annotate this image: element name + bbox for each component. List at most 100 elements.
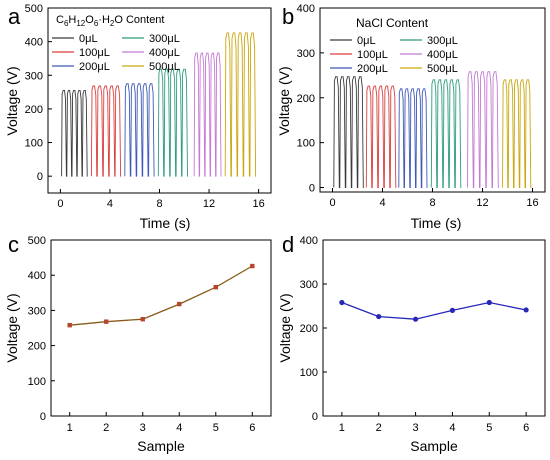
panel-a-x-tick-label: 4: [107, 198, 113, 210]
panel-d-x-tick-label: 6: [523, 422, 529, 434]
panel-b-legend-label: 100μL: [357, 49, 388, 61]
panel-a-series-3-line: [157, 68, 188, 177]
panel-c-data-point: [67, 322, 72, 328]
panel-c-x-tick-label: 3: [140, 422, 146, 434]
panel-d-x-tick-label: 1: [339, 422, 345, 434]
panel-b-legend-label: 0μL: [357, 35, 376, 47]
panel-b-x-tick-label: 16: [526, 197, 538, 209]
panel-d-y-tick-label: 300: [300, 279, 318, 291]
panel-b-y-tick-label: 400: [297, 3, 315, 15]
panel-c-data-point: [140, 317, 145, 322]
panel-b-y-tick-label: 100: [297, 138, 315, 150]
panel-a-y-tick-label: 300: [25, 70, 43, 82]
panel-a-y-ticks: 0 100 200 300 400 500: [25, 3, 52, 183]
panel-a-y-tick-label: 200: [25, 104, 43, 116]
panel-b-legend: NaCl Content 0μL 100μL 200μL 300μL 400μL 500μ…: [330, 16, 458, 75]
panel-d-data-point: [339, 299, 345, 306]
panel-a-x-axis-label: Time (s): [140, 215, 191, 231]
panel-a-legend-title-part: ·H: [98, 14, 110, 26]
panel-a-y-axis-label: Voltage (V): [4, 66, 20, 135]
panel-b-series-5-line: [502, 79, 532, 188]
panel-d-y-tick-label: 200: [300, 323, 318, 335]
panel-b-x-ticks: 0 4 8 12 16: [329, 188, 539, 209]
panel-a-legend-label: 500μL: [149, 61, 180, 73]
panel-c-x-ticks: 1 2 3 4 5 6: [67, 412, 255, 434]
panel-b-legend-title: NaCl Content: [356, 16, 429, 30]
panel-c-data-point: [250, 263, 255, 269]
panel-a-legend-label: 100μL: [79, 47, 110, 59]
panel-d-data-point: [486, 299, 492, 306]
panel-b-letter: b: [282, 4, 294, 29]
panel-b: b 0 100 200 300 400 0 4 8 12 16 NaCl Content 0μL…: [276, 3, 546, 231]
panel-c-x-tick-label: 6: [249, 422, 255, 434]
panel-b-series-1-line: [365, 85, 397, 188]
panel-b-legend-label: 500μL: [427, 63, 458, 75]
panel-a-letter: a: [8, 4, 21, 29]
panel-a-legend-label: 200μL: [79, 61, 110, 73]
panel-c: c 0 100 200 300 400 500 1 2 3 4 5 6 Voltage (V) Sa…: [4, 232, 272, 454]
panel-d-data-line: [341, 301, 527, 320]
panel-d-y-ticks: 0 100 200 300 400: [300, 235, 327, 423]
panel-a-x-tick-label: 0: [57, 198, 63, 210]
panel-b-x-tick-label: 12: [476, 197, 488, 209]
panel-a-series: [61, 32, 257, 177]
panel-c-y-tick-label: 400: [28, 270, 46, 282]
panel-a-legend-title-part: 12: [76, 19, 85, 28]
panel-d-y-axis-label: Voltage (V): [277, 293, 293, 362]
panel-b-x-tick-label: 8: [429, 197, 435, 209]
panel-a-x-tick-label: 8: [156, 198, 162, 210]
panel-a-y-tick-label: 100: [25, 138, 43, 150]
panel-d-series: [339, 299, 529, 322]
panel-a-legend-label: 0μL: [79, 33, 98, 45]
panel-a-series-4-line: [193, 52, 222, 177]
panel-a-legend: C6H12O6·H2O Content 0μL100μL200μL300μL40…: [52, 14, 180, 73]
panel-b-x-axis-label: Time (s): [411, 215, 462, 231]
panel-a-x-tick-label: 12: [203, 198, 215, 210]
panel-d-y-tick-label: 100: [300, 367, 318, 379]
panel-b-series-3-line: [430, 79, 462, 188]
panel-c-x-tick-label: 1: [67, 422, 73, 434]
panel-d-x-tick-label: 5: [486, 422, 492, 434]
panel-c-y-tick-label: 200: [28, 341, 46, 353]
panel-d-y-tick-label: 0: [312, 411, 318, 423]
panel-a-legend-title-part: C: [56, 14, 64, 26]
panel-d: d 0 100 200 300 400 1 2 3 4 5 6 Voltage (V) Sampl…: [277, 232, 546, 454]
panel-c-letter: c: [8, 232, 19, 257]
panel-c-series: [67, 263, 255, 328]
panel-b-x-tick-label: 0: [329, 197, 335, 209]
panel-b-legend-label: 300μL: [427, 35, 458, 47]
panel-a-legend-label: 400μL: [149, 47, 180, 59]
panel-a-y-tick-label: 400: [25, 37, 43, 49]
panel-c-y-tick-label: 100: [28, 376, 46, 388]
panel-c-data-point: [213, 284, 218, 290]
panel-a-x-tick-label: 16: [252, 198, 264, 210]
panel-b-legend-label: 400μL: [427, 49, 458, 61]
panel-a-legend-title-part: 2: [110, 19, 115, 28]
panel-b-y-ticks: 0 100 200 300 400: [297, 3, 324, 195]
panel-d-plot-area: [322, 239, 546, 417]
panel-a-x-ticks: 0 4 8 12 16: [57, 189, 265, 210]
panel-a-legend-title-part: O Content: [114, 14, 164, 26]
panel-d-x-tick-label: 2: [376, 422, 382, 434]
panel-a-legend-title-part: 6: [64, 19, 69, 28]
panel-c-y-ticks: 0 100 200 300 400 500: [28, 235, 55, 423]
panel-a-y-tick-label: 500: [25, 3, 43, 15]
panel-c-data-point: [104, 319, 109, 324]
panel-b-legend-label: 200μL: [357, 63, 388, 75]
panel-a-legend-title-part: H: [68, 14, 76, 26]
panel-d-data-point: [376, 313, 382, 320]
panel-b-series: [333, 71, 532, 188]
panel-a-y-tick-label: 0: [37, 171, 43, 183]
panel-c-data-point: [177, 301, 182, 307]
panel-d-letter: d: [282, 232, 294, 257]
panel-a-series-2-line: [124, 83, 155, 177]
panel-c-x-tick-label: 5: [213, 422, 219, 434]
panel-c-y-axis-label: Voltage (V): [4, 293, 20, 362]
panel-c-x-axis-label: Sample: [137, 438, 185, 454]
panel-a-legend-title-part: O: [85, 14, 94, 26]
panel-d-y-tick-label: 400: [300, 235, 318, 247]
panel-d-x-tick-label: 3: [413, 422, 419, 434]
panel-c-data-line: [69, 265, 253, 326]
